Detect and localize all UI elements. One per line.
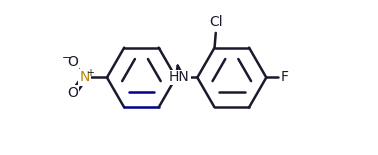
Text: O: O <box>68 55 78 69</box>
Text: N: N <box>79 71 90 84</box>
Text: Cl: Cl <box>209 15 223 29</box>
Text: O: O <box>68 86 78 100</box>
Text: +: + <box>85 68 94 78</box>
Text: F: F <box>281 71 289 84</box>
Text: HN: HN <box>169 71 190 84</box>
Text: −: − <box>62 53 71 63</box>
